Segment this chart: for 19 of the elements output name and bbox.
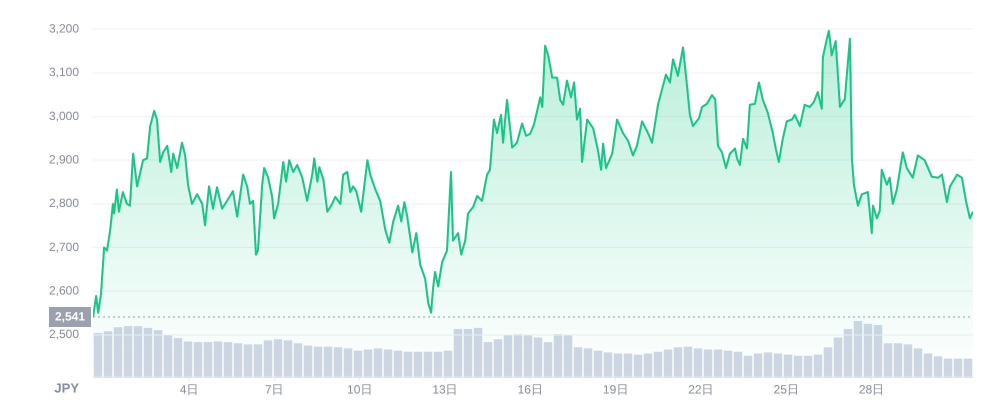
y-tick-label: 3,200 <box>48 22 80 36</box>
y-tick-label: 2,600 <box>48 284 80 298</box>
ref-line-label: 2,541 <box>54 309 86 324</box>
x-tick-label: 28日 <box>858 382 884 396</box>
x-tick-label: 10日 <box>347 382 372 396</box>
x-tick-label: 19日 <box>602 382 628 396</box>
y-tick-label: 2,500 <box>48 327 80 342</box>
y-tick-label: 2,800 <box>48 196 80 210</box>
x-tick-label: 16日 <box>518 382 543 396</box>
x-tick-label: 4日 <box>180 382 198 396</box>
y-axis-title: JPY <box>54 380 80 396</box>
x-tick-label: 7日 <box>265 382 284 396</box>
x-tick-label: 22日 <box>688 382 714 396</box>
x-tick-label: 13日 <box>432 382 458 396</box>
y-tick-label: 3,000 <box>48 108 80 123</box>
y-tick-label: 2,900 <box>48 152 80 167</box>
y-tick-label: 2,700 <box>48 240 80 254</box>
x-tick-label: 25日 <box>774 382 799 396</box>
y-tick-label: 3,100 <box>48 65 80 80</box>
